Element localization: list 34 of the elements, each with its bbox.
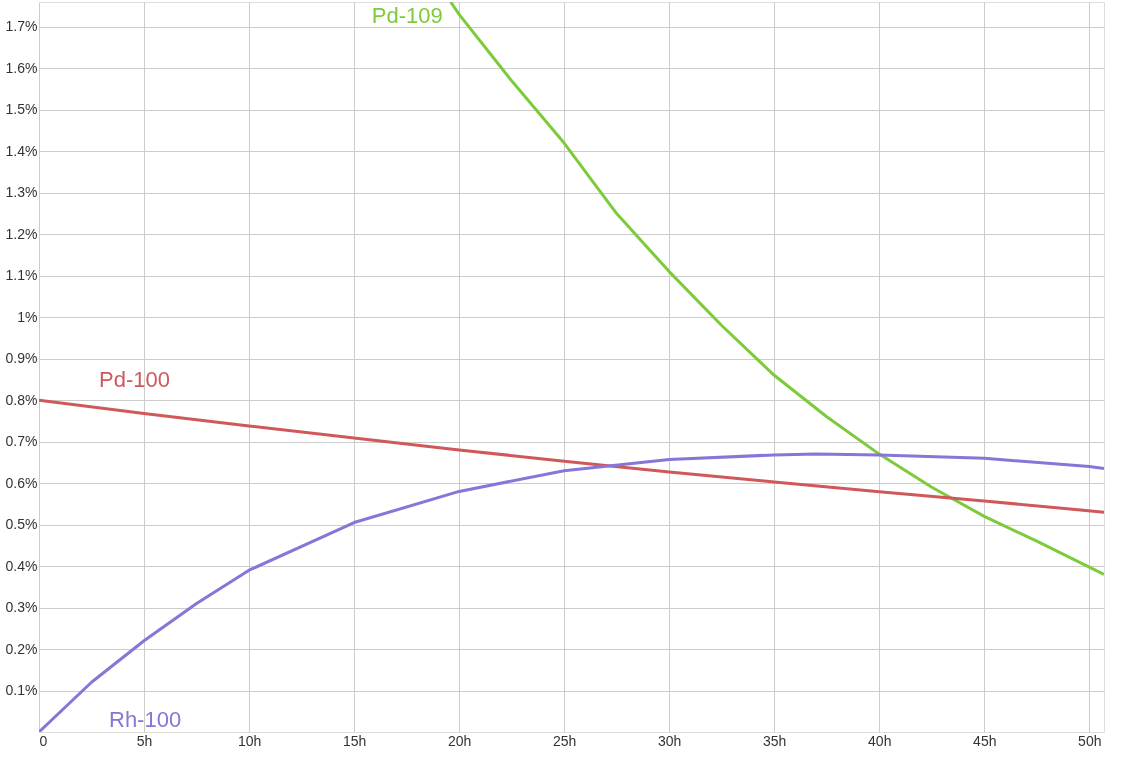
x-tick-label: 25h (552, 732, 577, 749)
series-label: Pd-109 (371, 3, 443, 28)
x-tick-label: 5h (136, 732, 153, 749)
y-tick-label: 0.9% (5, 350, 38, 367)
series-label: Rh-100 (109, 707, 182, 732)
line-series (39, 452, 1104, 732)
series-label: Pd-100 (99, 367, 170, 393)
x-tick-label: 0 (39, 732, 48, 749)
line-series (449, 2, 1104, 576)
y-tick-label: 1.4% (5, 142, 38, 159)
y-tick-label: 0.8% (5, 391, 38, 408)
y-tick-label: 0.2% (5, 640, 38, 657)
y-tick-label: 1% (17, 308, 38, 325)
y-tick-label: 1.5% (5, 101, 38, 118)
y-tick-label: 1.1% (5, 267, 38, 284)
y-tick-label: 0.1% (5, 682, 38, 699)
x-tick-label: 50h (1078, 732, 1102, 749)
y-tick-label: 1.7% (5, 18, 38, 35)
y-tick-label: 0.5% (5, 516, 38, 533)
x-tick-label: 40h (868, 732, 892, 749)
y-tick-label: 0.6% (5, 474, 38, 491)
x-tick-label: 30h (658, 732, 682, 749)
line-series (39, 398, 1104, 514)
x-tick-label: 45h (973, 732, 997, 749)
x-tick-label: 20h (447, 732, 472, 749)
y-tick-label: 0.7% (5, 433, 38, 450)
y-tick-label: 1.2% (5, 225, 38, 242)
y-tick-label: 1.3% (5, 184, 38, 201)
x-tick-label: 10h (237, 732, 262, 749)
y-tick-label: 1.6% (5, 59, 38, 76)
x-tick-label: 35h (763, 732, 787, 749)
x-tick-label: 15h (342, 732, 367, 749)
y-tick-label: 0.4% (5, 557, 38, 574)
y-tick-label: 0.3% (5, 599, 38, 616)
